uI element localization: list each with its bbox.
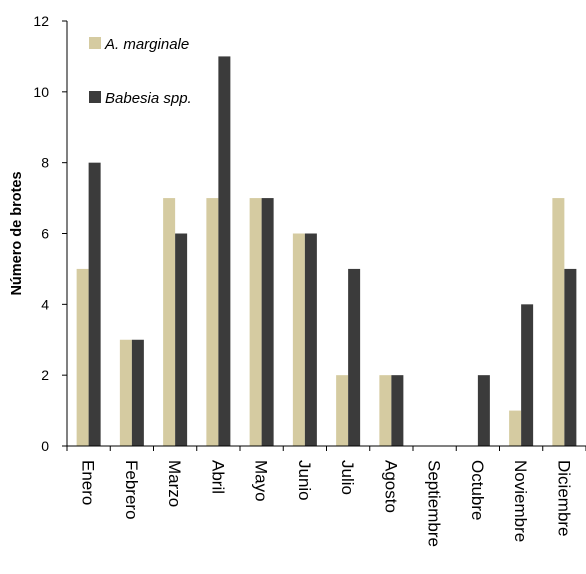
x-tick-label: Septiembre bbox=[425, 460, 444, 547]
bar-a-marginale-abril bbox=[206, 198, 219, 446]
legend-swatch bbox=[89, 91, 101, 103]
bar-a-marginale-diciembre bbox=[552, 198, 565, 446]
bars-layer bbox=[76, 56, 577, 447]
x-tick-label: Mayo bbox=[252, 460, 271, 502]
bar-babesia-enero bbox=[88, 162, 101, 446]
bar-a-marginale-junio bbox=[292, 233, 305, 446]
x-tick-label: Diciembre bbox=[554, 460, 573, 537]
legend-label: Babesia spp. bbox=[105, 90, 192, 107]
legend: A. marginale Babesia spp. bbox=[89, 36, 192, 107]
bar-babesia-agosto bbox=[391, 375, 404, 446]
x-tick-label: Marzo bbox=[165, 460, 184, 507]
x-tick-label: Junio bbox=[295, 460, 314, 501]
bar-a-marginale-febrero bbox=[119, 339, 132, 446]
x-tick-label: Octubre bbox=[468, 460, 487, 520]
x-tick-label: Abril bbox=[208, 460, 227, 494]
y-ticks: 0 2 4 6 8 10 12 bbox=[33, 13, 67, 454]
bar-babesia-junio bbox=[304, 233, 317, 446]
legend-swatch bbox=[89, 37, 101, 49]
x-tick-label: Enero bbox=[79, 460, 98, 505]
bar-a-marginale-agosto bbox=[379, 375, 392, 446]
bar-a-marginale-enero bbox=[76, 268, 89, 446]
bar-a-marginale-mayo bbox=[249, 198, 262, 446]
bar-babesia-abril bbox=[218, 56, 231, 447]
bar-a-marginale-noviembre bbox=[509, 410, 522, 446]
x-tick-label: Julio bbox=[338, 460, 357, 495]
bar-babesia-febrero bbox=[131, 339, 144, 446]
y-tick-label: 10 bbox=[33, 84, 49, 100]
x-tick-label: Febrero bbox=[122, 460, 141, 520]
bar-babesia-mayo bbox=[261, 198, 274, 446]
x-tick-label: Noviembre bbox=[511, 460, 530, 542]
legend-label: A. marginale bbox=[104, 36, 189, 53]
bar-babesia-marzo bbox=[175, 233, 188, 446]
y-tick-label: 2 bbox=[41, 367, 49, 383]
y-tick-label: 8 bbox=[41, 155, 49, 171]
bar-a-marginale-marzo bbox=[163, 198, 176, 446]
y-tick-label: 12 bbox=[33, 13, 49, 29]
x-tick-label: Agosto bbox=[381, 460, 400, 513]
y-tick-label: 4 bbox=[41, 296, 49, 312]
y-tick-label: 0 bbox=[41, 438, 49, 454]
bar-a-marginale-julio bbox=[336, 375, 349, 446]
y-axis-label: Número de brotes bbox=[9, 171, 25, 295]
bar-babesia-diciembre bbox=[564, 268, 577, 446]
bar-babesia-julio bbox=[348, 268, 361, 446]
x-ticks: Enero Febrero Marzo Abril Mayo Junio Julio Agos… bbox=[66, 446, 586, 547]
bar-babesia-octubre bbox=[477, 375, 490, 446]
y-tick-label: 6 bbox=[41, 226, 49, 242]
bar-babesia-noviembre bbox=[521, 304, 534, 446]
